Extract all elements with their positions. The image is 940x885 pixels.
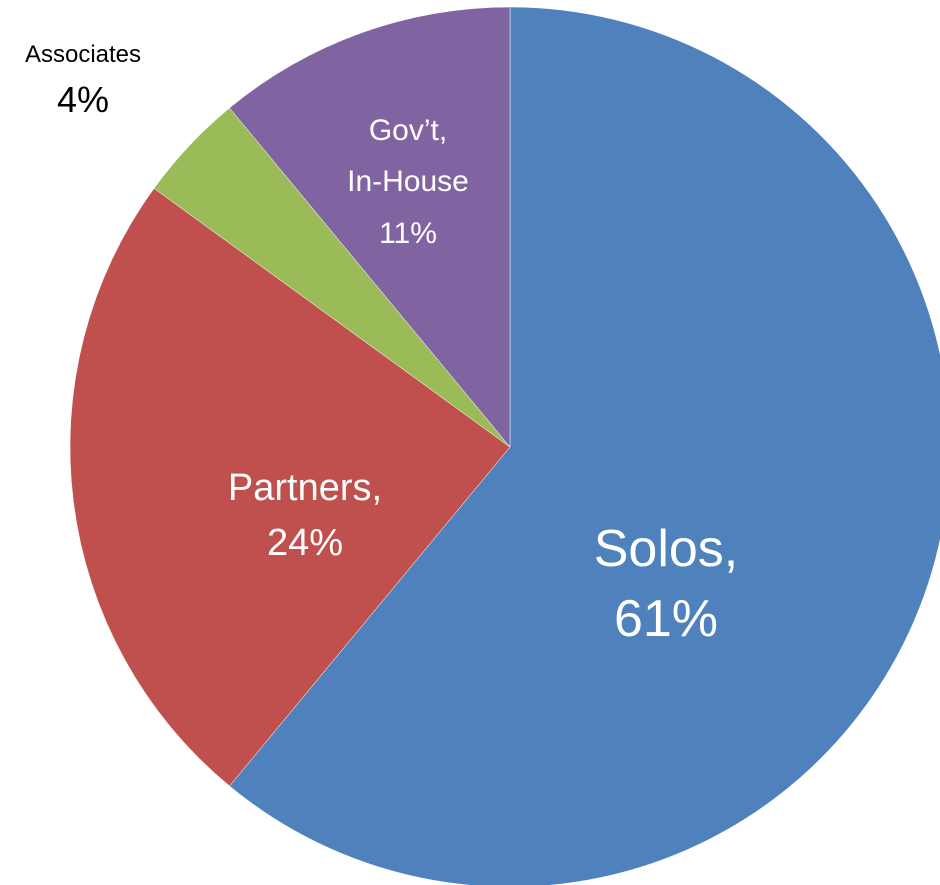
pie-slice-partners (69, 188, 511, 787)
slice-label-partners-1: Partners, (228, 467, 382, 509)
slice-label-associates-1: Associates (25, 41, 141, 68)
pie-slices (69, 6, 940, 885)
slice-label-associates-2: 4% (57, 79, 109, 120)
slice-label-gov-t-in-house-2: In-House (347, 165, 469, 198)
slice-label-solos-2: 61% (614, 590, 718, 648)
slice-label-gov-t-in-house-1: Gov’t, (369, 114, 447, 147)
pie-slice-gov-t-in-house (229, 6, 511, 448)
slice-label-gov-t-in-house-3: 11% (379, 217, 437, 250)
pie-labels: Solos, 61% Partners, 24% Associates 4% Gov’t, I… (25, 41, 738, 648)
slice-label-solos-1: Solos, (594, 520, 739, 578)
slice-label-partners-2: 24% (267, 522, 343, 564)
